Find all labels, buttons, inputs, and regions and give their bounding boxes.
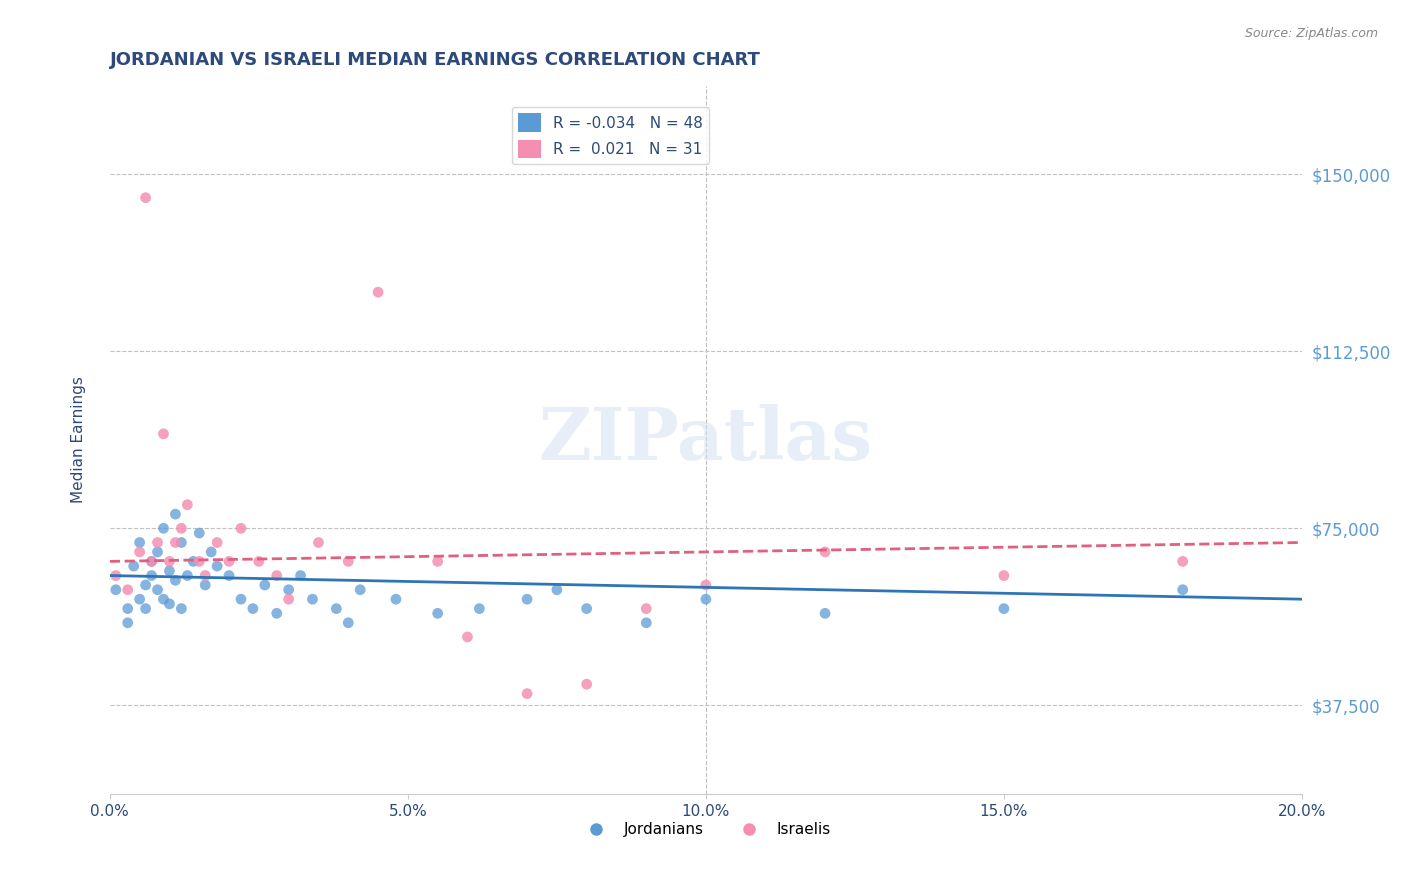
Text: ZIPatlas: ZIPatlas — [538, 404, 873, 475]
Point — [349, 582, 371, 597]
Point — [117, 582, 139, 597]
Point — [176, 498, 198, 512]
Point — [277, 582, 299, 597]
Point — [1171, 554, 1194, 568]
Point — [456, 630, 478, 644]
Point — [188, 554, 211, 568]
Point — [575, 677, 598, 691]
Point — [146, 545, 169, 559]
Point — [128, 535, 150, 549]
Point — [337, 554, 360, 568]
Text: JORDANIAN VS ISRAELI MEDIAN EARNINGS CORRELATION CHART: JORDANIAN VS ISRAELI MEDIAN EARNINGS COR… — [110, 51, 761, 69]
Point — [301, 592, 323, 607]
Point — [1171, 582, 1194, 597]
Point — [194, 568, 217, 582]
Point — [308, 535, 330, 549]
Point — [128, 592, 150, 607]
Point — [104, 582, 127, 597]
Point — [165, 507, 187, 521]
Point — [146, 535, 169, 549]
Point — [117, 601, 139, 615]
Point — [159, 564, 181, 578]
Point — [636, 615, 658, 630]
Point — [170, 601, 193, 615]
Point — [695, 592, 717, 607]
Point — [636, 601, 658, 615]
Point — [814, 545, 837, 559]
Point — [814, 607, 837, 621]
Point — [575, 601, 598, 615]
Point — [141, 568, 163, 582]
Point — [277, 592, 299, 607]
Point — [266, 607, 288, 621]
Point — [141, 554, 163, 568]
Point — [170, 521, 193, 535]
Point — [695, 578, 717, 592]
Point — [253, 578, 276, 592]
Point — [426, 554, 449, 568]
Point — [122, 559, 145, 574]
Point — [135, 578, 157, 592]
Y-axis label: Median Earnings: Median Earnings — [72, 376, 86, 503]
Point — [152, 521, 174, 535]
Point — [266, 568, 288, 582]
Point — [337, 615, 360, 630]
Point — [242, 601, 264, 615]
Point — [426, 607, 449, 621]
Point — [104, 568, 127, 582]
Point — [128, 545, 150, 559]
Point — [135, 191, 157, 205]
Point — [152, 426, 174, 441]
Point — [170, 535, 193, 549]
Point — [247, 554, 270, 568]
Point — [516, 687, 538, 701]
Point — [146, 582, 169, 597]
Point — [141, 554, 163, 568]
Point — [159, 597, 181, 611]
Point — [205, 559, 228, 574]
Point — [176, 568, 198, 582]
Point — [325, 601, 347, 615]
Point — [468, 601, 491, 615]
Legend: Jordanians, Israelis: Jordanians, Israelis — [575, 816, 837, 843]
Text: Source: ZipAtlas.com: Source: ZipAtlas.com — [1244, 27, 1378, 40]
Point — [152, 592, 174, 607]
Point — [218, 554, 240, 568]
Point — [159, 554, 181, 568]
Point — [218, 568, 240, 582]
Point — [385, 592, 408, 607]
Point — [181, 554, 204, 568]
Point — [993, 568, 1015, 582]
Point — [546, 582, 568, 597]
Point — [516, 592, 538, 607]
Point — [188, 526, 211, 541]
Point — [290, 568, 312, 582]
Point — [194, 578, 217, 592]
Point — [165, 535, 187, 549]
Point — [200, 545, 222, 559]
Point — [993, 601, 1015, 615]
Point — [205, 535, 228, 549]
Point — [229, 521, 252, 535]
Point — [117, 615, 139, 630]
Point — [135, 601, 157, 615]
Point — [367, 285, 389, 300]
Point — [229, 592, 252, 607]
Point — [165, 574, 187, 588]
